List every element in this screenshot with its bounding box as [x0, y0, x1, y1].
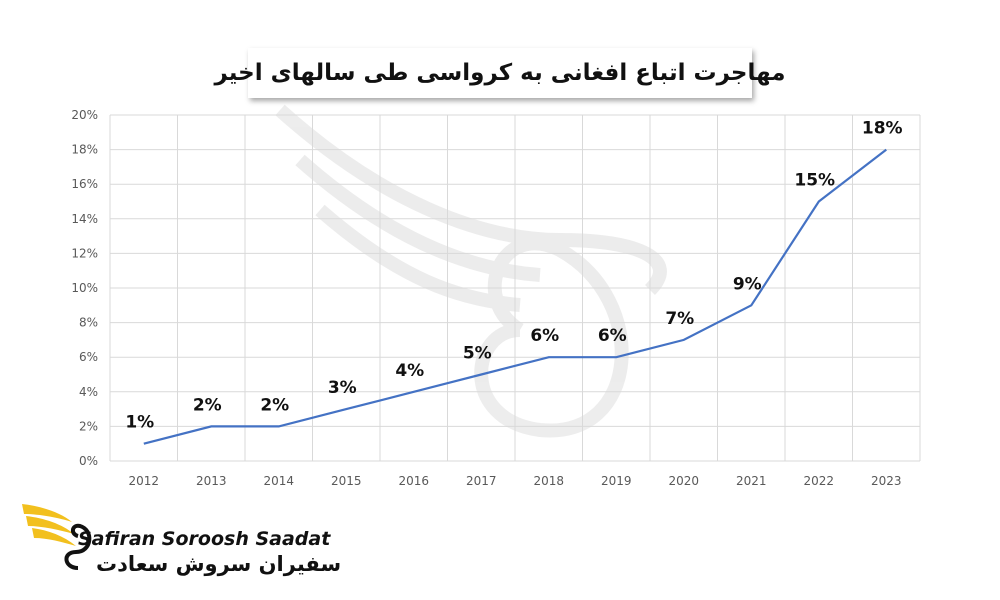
- x-tick-label: 2019: [601, 474, 632, 488]
- y-tick-label: 10%: [71, 281, 98, 295]
- y-tick-label: 16%: [71, 177, 98, 191]
- data-label: 4%: [395, 361, 424, 381]
- x-tick-label: 2016: [398, 474, 429, 488]
- y-tick-label: 18%: [71, 143, 98, 157]
- y-tick-label: 6%: [79, 350, 98, 364]
- x-tick-label: 2022: [803, 474, 834, 488]
- y-tick-label: 4%: [79, 385, 98, 399]
- series-line: [143, 148, 887, 445]
- data-label: 6%: [530, 326, 559, 346]
- data-label: 18%: [862, 119, 903, 139]
- data-label: 3%: [328, 378, 357, 398]
- watermark-bird-icon: [275, 104, 667, 438]
- chart-title-box: مهاجرت اتباع افغانی به کرواسی طی سالهای …: [214, 48, 786, 98]
- golden-bird-wing-logo-icon: [22, 504, 92, 570]
- x-tick-label: 2014: [263, 474, 294, 488]
- data-label: 15%: [794, 171, 835, 191]
- y-tick-label: 14%: [71, 212, 98, 226]
- brand-name-fa: سفیران سروش سعادت: [96, 552, 342, 576]
- data-label: 7%: [665, 309, 694, 329]
- y-tick-label: 0%: [79, 454, 98, 468]
- x-tick-label: 2013: [196, 474, 227, 488]
- x-tick-label: 2012: [128, 474, 159, 488]
- x-tick-label: 2020: [668, 474, 699, 488]
- y-tick-label: 8%: [79, 316, 98, 330]
- x-tick-label: 2018: [533, 474, 564, 488]
- data-label: 5%: [463, 344, 492, 364]
- brand-name-en: Safiran Soroosh Saadat: [78, 528, 331, 550]
- x-tick-label: 2017: [466, 474, 497, 488]
- data-label: 2%: [193, 395, 222, 415]
- data-label: 6%: [598, 326, 627, 346]
- data-label: 2%: [260, 395, 289, 415]
- data-label: 9%: [733, 274, 762, 294]
- y-tick-label: 12%: [71, 246, 98, 260]
- y-tick-label: 20%: [71, 108, 98, 122]
- y-tick-label: 2%: [79, 419, 98, 433]
- x-tick-label: 2021: [736, 474, 767, 488]
- data-label: 1%: [125, 413, 154, 433]
- x-tick-label: 2023: [871, 474, 902, 488]
- x-tick-label: 2015: [331, 474, 362, 488]
- chart-title: مهاجرت اتباع افغانی به کرواسی طی سالهای …: [214, 60, 786, 86]
